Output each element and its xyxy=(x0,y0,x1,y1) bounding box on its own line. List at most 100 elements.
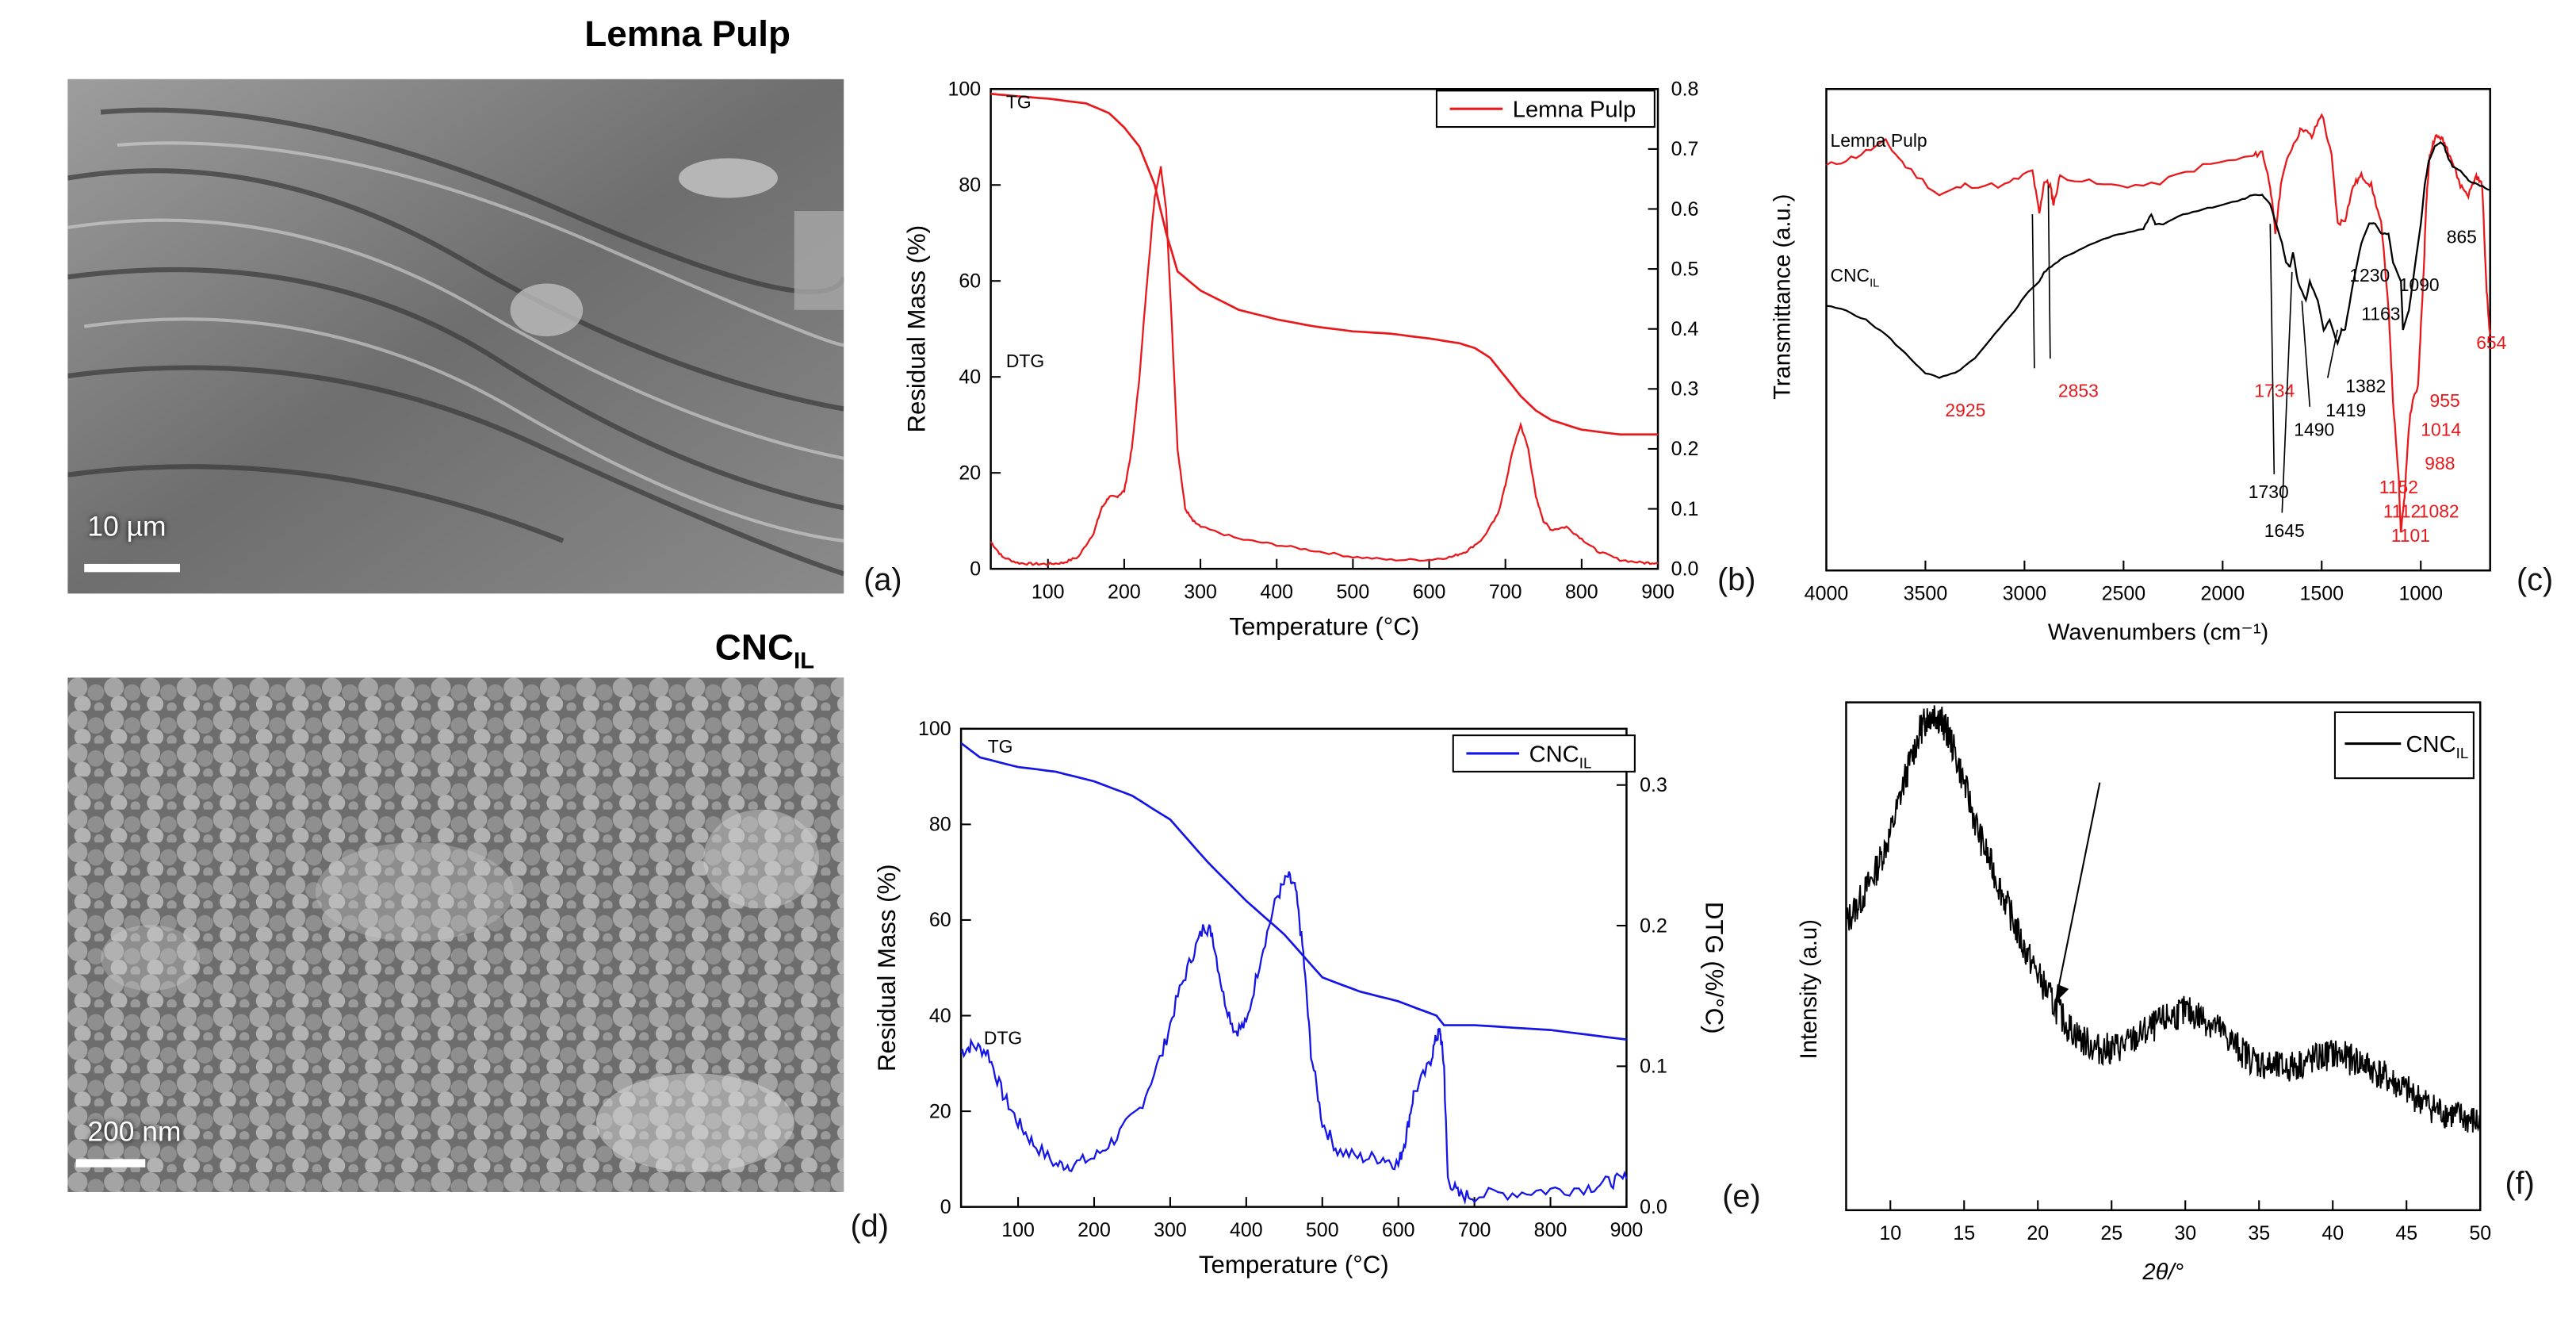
x-axis-label: Wavenumbers (cm⁻¹) xyxy=(2048,620,2268,646)
plot-frame xyxy=(1845,701,2482,1212)
x-tick-label: 1500 xyxy=(2299,583,2344,605)
y-axis-label: Transmittance (a.u.) xyxy=(1770,194,1796,400)
tg-annotation: TG xyxy=(1006,91,1032,112)
x-tick-label: 15 xyxy=(1953,1222,1975,1244)
peak-label-cnc: 1230 xyxy=(2349,265,2390,286)
x-tick-label: 800 xyxy=(1565,581,1598,604)
y2-tick-label: 0.6 xyxy=(1671,198,1699,220)
x-tick-label: 300 xyxy=(1154,1219,1187,1241)
x-tick-label: 900 xyxy=(1641,581,1675,604)
x-tick-label: 50 xyxy=(2469,1222,2491,1244)
peak-label-lemna: 1112 xyxy=(2383,500,2421,521)
peak-label-lemna: 955 xyxy=(2429,390,2459,411)
panel-tag-a: (a) xyxy=(863,563,902,599)
lemna-spectrum xyxy=(1825,113,2491,533)
y-axis-label: Residual Mass (%) xyxy=(902,225,930,433)
y-tick-label: 40 xyxy=(929,1005,951,1027)
x-tick-label: 200 xyxy=(1108,581,1141,604)
peak-label-cnc: 865 xyxy=(2447,227,2477,247)
x-tick-label: 700 xyxy=(1458,1219,1491,1241)
y2-tick-label: 0.8 xyxy=(1671,79,1699,101)
x-tick-label: 900 xyxy=(1610,1219,1644,1241)
x-tick-label: 400 xyxy=(1230,1219,1263,1241)
y2-tick-label: 0.0 xyxy=(1671,558,1699,581)
y-tick-label: 0 xyxy=(970,558,981,581)
peak-label-cnc: 1382 xyxy=(2345,376,2386,397)
panel-tag-b: (b) xyxy=(1717,563,1756,599)
x-tick-label: 700 xyxy=(1489,581,1522,604)
dtg-curve xyxy=(960,871,1628,1206)
chart-b-tga-lemna: 100 200 300 400 500 600 700 800 900 0 20 40 60 80 100 0… xyxy=(902,79,1699,641)
peak-label-cnc: 1163 xyxy=(2361,304,2400,324)
cnc-spectrum xyxy=(1826,140,2491,379)
x-tick-label: 1000 xyxy=(2398,583,2443,605)
peak-label-lemna: 654 xyxy=(2476,332,2506,353)
y2-tick-label: 0.5 xyxy=(1671,258,1699,280)
sem-image-cnc: 200 nm xyxy=(67,677,844,1192)
xrd-pattern xyxy=(1845,705,2482,1133)
y-tick-label: 20 xyxy=(959,462,981,485)
x-tick-label: 30 xyxy=(2174,1222,2196,1244)
y2-tick-label: 0.1 xyxy=(1671,498,1699,520)
peak-leader-line xyxy=(2281,271,2293,513)
sem-lemna-texture xyxy=(67,79,844,594)
peak-label-lemna: 1101 xyxy=(2391,525,2430,546)
peak-leader-line xyxy=(2031,214,2035,369)
x-axis-label: Temperature (°C) xyxy=(1229,612,1419,640)
y2-tick-label: 0.3 xyxy=(1640,774,1667,796)
tg-curve xyxy=(990,92,1659,436)
series-label-lemna: Lemna Pulp xyxy=(1830,130,1927,151)
y-tick-label: 100 xyxy=(947,79,981,101)
legend-label-subscript: IL xyxy=(2456,745,2469,761)
chart-e-tga-cnc: 100 200 300 400 500 600 700 800 900 0 20 40 60 80 100 0… xyxy=(873,718,1726,1279)
series-label-cnc-subscript: IL xyxy=(1870,277,1879,289)
x-tick-label: 300 xyxy=(1184,581,1217,604)
y2-tick-label: 0.2 xyxy=(1671,438,1699,460)
sem-cnc-texture xyxy=(67,677,844,1192)
arrow-head xyxy=(2055,983,2069,1003)
x-tick-label: 20 xyxy=(2027,1222,2049,1244)
peak-leader-line xyxy=(2047,185,2051,359)
y-tick-label: 80 xyxy=(929,814,951,836)
panel-tag-e: (e) xyxy=(1722,1180,1761,1216)
sem-lemna-title: Lemna Pulp xyxy=(584,13,790,55)
x-tick-label: 40 xyxy=(2321,1222,2344,1244)
peak-label-cnc: 1419 xyxy=(2325,400,2366,420)
y-tick-label: 20 xyxy=(929,1100,951,1122)
y2-tick-label: 0.7 xyxy=(1671,138,1699,160)
peak-label-lemna: 1082 xyxy=(2419,500,2459,521)
plot-frame xyxy=(989,88,1659,570)
peak-label-lemna: 1734 xyxy=(2254,381,2295,401)
x-axis-label: 2θ/° xyxy=(2142,1260,2184,1285)
x-tick-label: 2500 xyxy=(2102,583,2146,605)
x-tick-label: 4000 xyxy=(1805,583,1849,605)
sem-cnc-title: CNCIL xyxy=(714,626,815,673)
peak-label-cnc: 1090 xyxy=(2399,274,2440,295)
peak-leader-line xyxy=(2326,329,2339,378)
x-tick-label: 3500 xyxy=(1904,583,1948,605)
x-tick-label: 25 xyxy=(2100,1222,2122,1244)
x-tick-label: 800 xyxy=(1534,1219,1567,1241)
x-tick-label: 600 xyxy=(1382,1219,1415,1241)
x-tick-label: 500 xyxy=(1306,1219,1339,1241)
peak-label-cnc: 1490 xyxy=(2294,419,2334,439)
x-tick-label: 45 xyxy=(2395,1222,2417,1244)
legend-box xyxy=(2333,711,2475,780)
sem-cnc-scale-bar: 200 nm xyxy=(87,1116,182,1148)
arrow-line xyxy=(2054,782,2101,1003)
y-tick-label: 40 xyxy=(959,366,981,389)
x-axis-label: Temperature (°C) xyxy=(1199,1251,1389,1279)
x-tick-label: 400 xyxy=(1260,581,1293,604)
x-tick-label: 100 xyxy=(1032,581,1065,604)
x-tick-label: 600 xyxy=(1413,581,1446,604)
peak-label-lemna: 1014 xyxy=(2421,419,2461,439)
y-axis-label: Intensity (a.u) xyxy=(1797,919,1822,1059)
peak-label-lemna: 988 xyxy=(2425,453,2455,474)
chart-c-ftir: 4000 3500 3000 2500 2000 1500 1000 Wavenumbers … xyxy=(1770,88,2507,646)
dtg-curve xyxy=(989,166,1659,566)
x-tick-label: 10 xyxy=(1879,1222,1901,1244)
y-tick-label: 100 xyxy=(918,718,951,740)
y2-tick-label: 0.2 xyxy=(1640,914,1667,937)
series-label-cnc: CNCIL xyxy=(1830,265,1879,289)
